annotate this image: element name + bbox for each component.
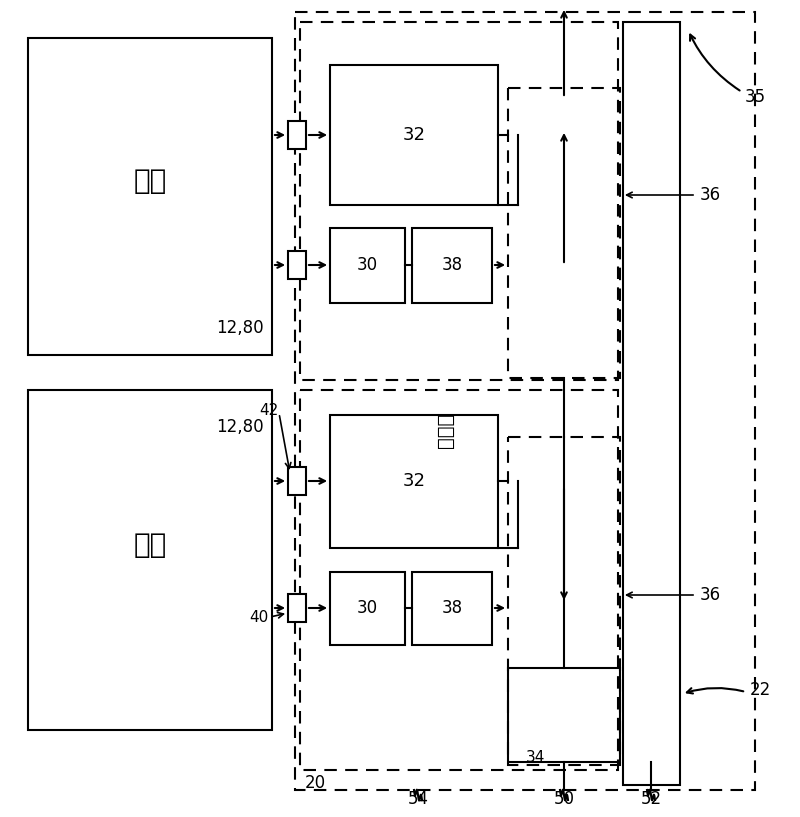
Bar — [288, 121, 306, 149]
Text: 22: 22 — [750, 681, 771, 699]
Bar — [28, 38, 272, 355]
Text: 40: 40 — [249, 610, 268, 626]
Text: 36: 36 — [700, 186, 721, 204]
Text: 32: 32 — [402, 472, 426, 490]
Text: 34: 34 — [526, 750, 546, 765]
Bar — [288, 467, 306, 495]
Text: 50: 50 — [554, 790, 574, 808]
Text: 35: 35 — [745, 88, 766, 106]
Text: 像素: 像素 — [134, 167, 166, 195]
Text: 32: 32 — [402, 126, 426, 144]
Bar — [300, 390, 618, 770]
Text: 42: 42 — [258, 403, 278, 417]
Bar — [295, 12, 755, 790]
Bar — [508, 668, 620, 762]
Bar — [300, 22, 618, 380]
Bar — [28, 390, 272, 730]
Bar — [288, 594, 306, 622]
Bar — [330, 65, 498, 205]
Bar — [330, 228, 405, 303]
Bar — [623, 22, 680, 785]
Text: 38: 38 — [442, 599, 462, 617]
Text: 30: 30 — [357, 256, 378, 274]
Text: 30: 30 — [357, 599, 378, 617]
Text: 52: 52 — [641, 790, 662, 808]
Bar — [330, 415, 498, 548]
Text: 54: 54 — [407, 790, 429, 808]
Bar — [508, 88, 620, 378]
Text: 12,80: 12,80 — [216, 418, 264, 436]
Text: 小芯片: 小芯片 — [435, 413, 454, 448]
Bar — [330, 572, 405, 645]
Text: 像素: 像素 — [134, 531, 166, 559]
Bar — [288, 251, 306, 279]
Text: 38: 38 — [442, 256, 462, 274]
Bar — [508, 437, 620, 765]
Text: 20: 20 — [305, 774, 326, 792]
Bar — [412, 228, 492, 303]
Text: 36: 36 — [700, 586, 721, 604]
Text: 12,80: 12,80 — [216, 319, 264, 337]
Bar — [412, 572, 492, 645]
